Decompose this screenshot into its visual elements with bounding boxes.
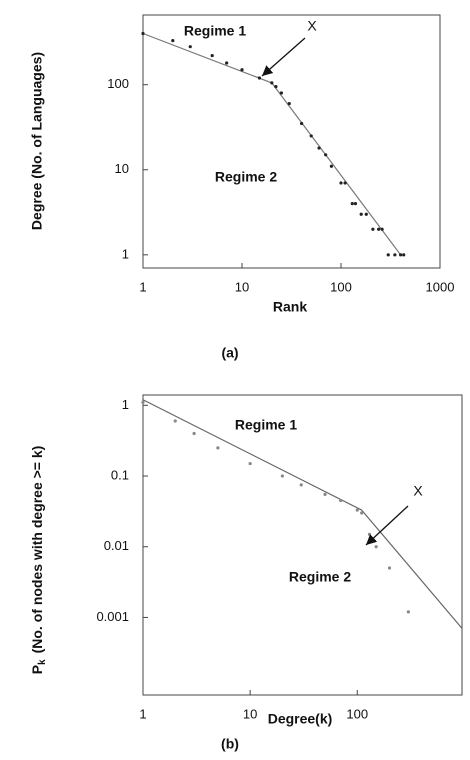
data-point bbox=[299, 483, 303, 487]
data-point bbox=[387, 566, 392, 570]
fit-line bbox=[142, 399, 362, 511]
x-tick-label: 1 bbox=[139, 279, 146, 294]
x-axis-label: Degree(k) bbox=[268, 711, 333, 727]
data-point bbox=[287, 101, 291, 106]
y-tick-label: 10 bbox=[115, 161, 129, 176]
x-tick-label: 1000 bbox=[426, 279, 455, 294]
data-point bbox=[355, 508, 359, 512]
data-point bbox=[171, 39, 175, 43]
data-point bbox=[353, 202, 358, 206]
annotation-arrow bbox=[261, 37, 306, 77]
data-point bbox=[350, 202, 354, 206]
data-point bbox=[188, 45, 192, 49]
annotation: X bbox=[307, 18, 317, 34]
data-point bbox=[225, 61, 229, 65]
y-tick-label: 1 bbox=[122, 397, 129, 412]
data-point bbox=[324, 153, 328, 157]
data-point bbox=[406, 610, 410, 614]
data-point bbox=[380, 227, 384, 231]
caption: (a) bbox=[221, 345, 238, 361]
data-point bbox=[270, 81, 274, 85]
data-point bbox=[323, 492, 327, 496]
caption: (b) bbox=[221, 736, 239, 752]
data-point bbox=[216, 446, 220, 450]
annotation: Regime 1 bbox=[184, 23, 246, 39]
data-point bbox=[329, 164, 334, 168]
data-point bbox=[210, 53, 214, 58]
data-point bbox=[377, 227, 381, 231]
data-point bbox=[240, 68, 244, 72]
y-axis-label: Pk (No. of nodes with degree >= k) bbox=[29, 446, 48, 675]
data-point bbox=[279, 91, 283, 95]
plot-frame bbox=[142, 14, 441, 269]
annotation: Regime 2 bbox=[289, 569, 351, 585]
data-point bbox=[374, 545, 378, 549]
data-point bbox=[343, 181, 347, 185]
x-tick-label: 10 bbox=[243, 706, 257, 721]
data-point bbox=[141, 400, 145, 405]
data-point bbox=[274, 85, 278, 89]
y-axis-symbol: P bbox=[29, 665, 45, 674]
data-point bbox=[339, 181, 343, 185]
y-tick-label: 1 bbox=[122, 246, 129, 261]
data-point bbox=[402, 253, 406, 257]
data-point bbox=[192, 431, 196, 436]
data-point bbox=[386, 253, 390, 257]
y-tick-label: 0.01 bbox=[104, 538, 129, 553]
fit-line bbox=[142, 32, 273, 84]
fit-line bbox=[271, 82, 402, 256]
data-point bbox=[371, 227, 375, 231]
annotation: Regime 1 bbox=[235, 417, 297, 433]
data-point bbox=[280, 474, 284, 478]
data-point bbox=[317, 146, 321, 150]
y-axis-text: (No. of nodes with degree >= k) bbox=[29, 446, 45, 654]
data-point bbox=[309, 134, 313, 138]
fit-line bbox=[361, 509, 463, 629]
data-point bbox=[173, 419, 177, 423]
y-tick-label: 0.1 bbox=[111, 467, 129, 482]
annotation: Regime 2 bbox=[215, 169, 277, 185]
y-axis-label: Degree (No. of Languages) bbox=[29, 52, 45, 230]
data-point bbox=[141, 31, 145, 36]
data-point bbox=[367, 532, 372, 536]
data-point bbox=[359, 212, 363, 216]
data-point bbox=[364, 212, 368, 216]
data-point bbox=[248, 461, 252, 466]
data-point bbox=[339, 498, 343, 503]
x-tick-label: 1 bbox=[139, 706, 146, 721]
x-axis-label: Rank bbox=[273, 299, 307, 315]
data-point bbox=[393, 253, 397, 257]
annotation: X bbox=[413, 483, 423, 499]
x-tick-label: 100 bbox=[330, 279, 352, 294]
annotation-arrow bbox=[365, 505, 409, 546]
data-point bbox=[300, 121, 304, 126]
x-tick-label: 10 bbox=[235, 279, 249, 294]
y-tick-label: 100 bbox=[107, 76, 129, 91]
y-tick-label: 0.001 bbox=[96, 609, 129, 624]
data-point bbox=[360, 511, 364, 515]
x-tick-label: 100 bbox=[346, 706, 368, 721]
data-point bbox=[399, 253, 403, 257]
y-axis-subscript: k bbox=[37, 659, 48, 665]
data-point bbox=[257, 76, 262, 80]
plot-frame bbox=[142, 394, 463, 696]
